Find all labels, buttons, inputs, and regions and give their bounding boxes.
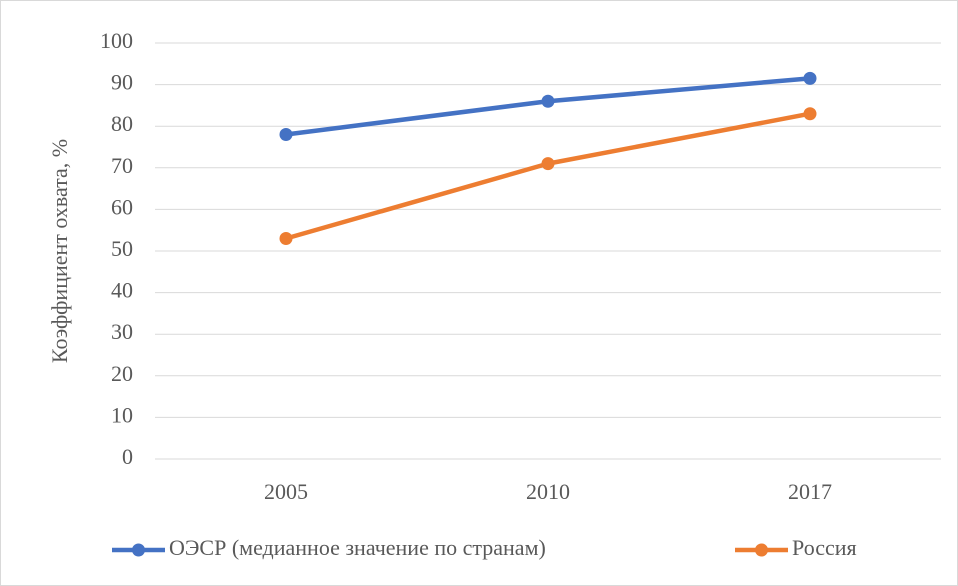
legend-label: Россия <box>792 535 857 560</box>
y-tick-label: 20 <box>111 361 133 386</box>
y-tick-label: 50 <box>111 236 133 261</box>
marker <box>803 107 817 121</box>
y-tick-label: 80 <box>111 111 133 136</box>
x-tick-label: 2017 <box>788 479 832 504</box>
x-tick-label: 2005 <box>264 479 308 504</box>
legend-marker <box>755 543 768 557</box>
y-tick-label: 60 <box>111 194 133 219</box>
y-axis-label: Коэффициент охвата, % <box>47 139 72 363</box>
y-tick-label: 70 <box>111 153 133 178</box>
y-tick-label: 0 <box>122 444 133 469</box>
legend-label: ОЭСР (медианное значение по странам) <box>169 535 546 560</box>
marker <box>541 157 555 171</box>
marker <box>803 71 817 85</box>
y-tick-label: 40 <box>111 278 133 303</box>
legend-marker <box>132 543 145 557</box>
marker <box>279 232 293 246</box>
y-tick-label: 90 <box>111 70 133 95</box>
y-tick-label: 10 <box>111 402 133 427</box>
y-tick-label: 30 <box>111 319 133 344</box>
marker <box>279 128 293 142</box>
x-tick-label: 2010 <box>526 479 570 504</box>
y-tick-label: 100 <box>100 28 133 53</box>
marker <box>541 94 555 108</box>
